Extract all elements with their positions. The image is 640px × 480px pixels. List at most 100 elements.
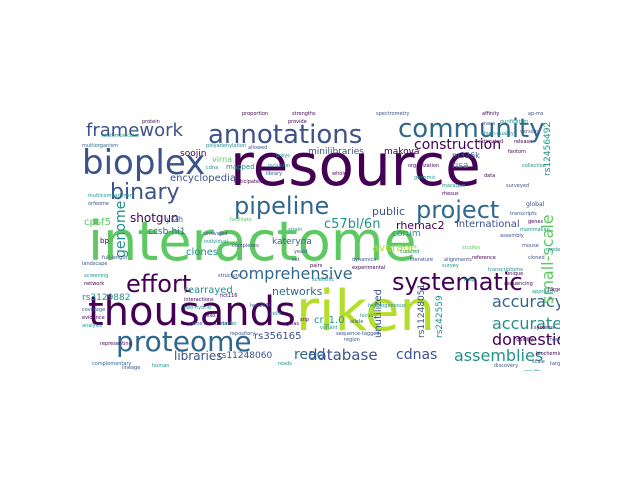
- word-spectrometry: spectrometry: [376, 111, 410, 117]
- word-yeast: yeast: [294, 249, 308, 255]
- word-libraries: libraries: [174, 349, 223, 363]
- word-variant: variant: [320, 325, 338, 331]
- word-facilitate: facilitate: [230, 217, 252, 223]
- word-fantom: fantom: [508, 149, 526, 155]
- word-model: model: [546, 247, 560, 253]
- word-analysis: analysis: [82, 323, 103, 329]
- word-rs11248051: rs11248051: [417, 283, 427, 338]
- word-sequence-tagged: sequence-tagged: [336, 331, 380, 337]
- word-comprehensive: comprehensive: [230, 264, 353, 283]
- word-interactions: interactions: [184, 297, 214, 303]
- word-studies: studies: [462, 245, 480, 251]
- word-map: map: [464, 277, 476, 283]
- word-rs356165: rs356165: [254, 331, 302, 342]
- word-provide: provide: [288, 119, 307, 125]
- word-multiorganism: multiorganism: [82, 143, 119, 149]
- word-project: project: [416, 196, 500, 224]
- word-annotations: annotations: [208, 120, 363, 150]
- word-repository: repository: [230, 331, 256, 337]
- word-makova: makova: [384, 147, 420, 157]
- word-systems: systems: [534, 325, 555, 331]
- word-ap-ms: ap-ms: [528, 111, 544, 117]
- word-cpsf5: cpsf5: [84, 217, 111, 228]
- word-rhemac2: rhemac2: [396, 219, 445, 232]
- word-macaque: macaque: [442, 183, 466, 189]
- word-reads: reads: [278, 361, 292, 367]
- word-locus: locus: [360, 313, 373, 319]
- word-strengths: strengths: [292, 111, 316, 117]
- word-proportion: proportion: [242, 111, 269, 117]
- word-yi2h: yi2h: [166, 215, 184, 224]
- word-multimolecular: multimolecular: [102, 133, 140, 139]
- word-target: target: [550, 361, 560, 367]
- word-set: set: [292, 257, 300, 263]
- word-binary: binary: [110, 180, 180, 205]
- word-baits: baits: [266, 153, 279, 159]
- word-sequencing: sequencing: [504, 281, 533, 287]
- word-ccsb-hi1: ccsb-hi1: [148, 227, 186, 237]
- word-systematic: systematic: [392, 268, 523, 296]
- word-estimated: estimated: [478, 139, 504, 145]
- word-rs3129882: rs3129882: [82, 293, 131, 303]
- word-global: global: [526, 201, 545, 208]
- word-assembly: assembly: [500, 233, 524, 239]
- word-kateryna: kateryna: [272, 237, 312, 247]
- word-mapped: mapped: [226, 163, 255, 171]
- word-risa: risa: [452, 161, 469, 171]
- word-sites: sites: [204, 313, 216, 319]
- word-scientific: scientific: [312, 277, 335, 283]
- word-version: version: [520, 129, 539, 135]
- word-biochemical: biochemical: [536, 351, 560, 357]
- word-coverage: coverage: [82, 307, 106, 313]
- word-shotgun: shotgun: [130, 211, 179, 225]
- word-purification: purification: [500, 119, 529, 125]
- word-minilibraries: minilibraries: [308, 147, 364, 157]
- word-individual: individual: [204, 239, 229, 245]
- word-proteome: proteome: [116, 325, 252, 358]
- word-networks: networks: [272, 285, 323, 298]
- word-mammalian: mammalian: [520, 227, 550, 233]
- word-unique: unique: [506, 271, 524, 277]
- word-database: database: [308, 346, 378, 364]
- word-soojin: soojin: [180, 149, 207, 159]
- word-scale: scale: [532, 359, 545, 365]
- word-protein: protein: [142, 119, 160, 125]
- word-structure: structure: [218, 273, 241, 279]
- word-approach: approach: [532, 289, 556, 295]
- word-surveyed: surveyed: [506, 183, 530, 189]
- word-cdnas: cdnas: [396, 347, 438, 363]
- word-resource: resource: [230, 131, 481, 199]
- word-average: average: [372, 241, 418, 254]
- word-reference: reference: [472, 255, 496, 261]
- word-experimental: experimental: [352, 265, 386, 271]
- word-domestic: domestic: [492, 330, 560, 349]
- word-affinity: affinity: [482, 111, 500, 117]
- word-cells: cells: [270, 311, 282, 317]
- word-survey: survey: [442, 263, 459, 269]
- word-discovery: discovery: [494, 363, 519, 369]
- word-lineage: lineage: [122, 365, 141, 371]
- word-high-quality: high-quality: [484, 131, 514, 137]
- word-bioplex: bioplex: [82, 143, 206, 183]
- word-riken: riken: [296, 279, 435, 344]
- word-mouse: mouse: [522, 243, 539, 249]
- word-representing: representing: [100, 341, 132, 347]
- word-heterogeneous: heterogeneous: [368, 303, 406, 309]
- word-mass: mass: [482, 121, 496, 127]
- word-c57bl6n: c57bl/6n: [324, 217, 381, 232]
- word-rs242559: rs242559: [435, 295, 445, 338]
- word-clones: clones: [186, 247, 219, 258]
- word-bp: bp: [100, 237, 109, 245]
- word-human: human: [152, 363, 170, 369]
- word-multicompartment: multicompartment: [88, 193, 135, 199]
- word-full-length: full-length: [102, 255, 128, 261]
- word-community: community: [398, 114, 545, 144]
- word-polyadenylation: polyadenylation: [206, 143, 247, 149]
- word-collection: collection: [522, 163, 546, 169]
- word-quality: quality: [516, 337, 534, 343]
- word-landscape: landscape: [82, 261, 108, 267]
- word-transcriptome: transcriptome: [488, 267, 524, 273]
- word-corum: corum: [392, 229, 421, 239]
- word-encyclopedia: encyclopedia: [170, 173, 237, 184]
- word-cluster: cluster: [220, 321, 238, 327]
